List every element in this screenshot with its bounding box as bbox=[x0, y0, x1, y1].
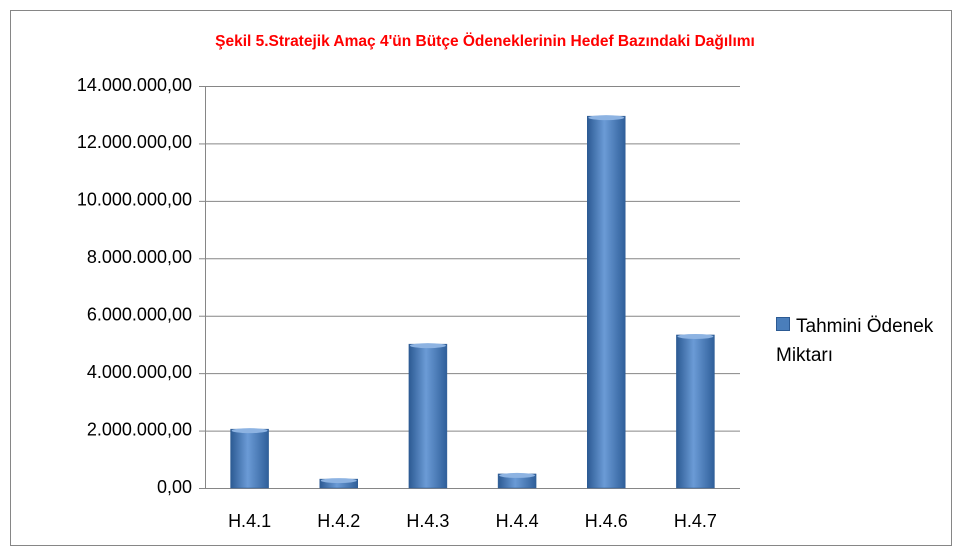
bar bbox=[230, 428, 269, 489]
y-tick-label: 4.000.000,00 bbox=[87, 362, 192, 382]
x-tick-label: H.4.1 bbox=[228, 511, 271, 531]
legend-label: Tahmini Ödenek Miktarı bbox=[776, 316, 934, 366]
legend-swatch bbox=[776, 317, 790, 331]
chart-title: Şekil 5.Stratejik Amaç 4'ün Bütçe Ödenek… bbox=[215, 33, 755, 50]
y-tick-label: 2.000.000,00 bbox=[87, 419, 192, 439]
x-tick-label: H.4.4 bbox=[496, 511, 539, 531]
y-tick-label: 10.000.000,00 bbox=[77, 190, 192, 210]
bar-cap bbox=[409, 343, 446, 349]
bar-cap bbox=[588, 115, 625, 121]
y-tick-label: 14.000.000,00 bbox=[77, 75, 192, 95]
legend: Tahmini Ödenek Miktarı bbox=[776, 312, 956, 370]
x-tick-label: H.4.7 bbox=[674, 511, 717, 531]
x-tick-label: H.4.2 bbox=[317, 511, 360, 531]
bar-cap bbox=[677, 333, 714, 339]
bar-cap bbox=[499, 472, 536, 478]
chart-border bbox=[10, 10, 952, 546]
y-tick-label: 0,00 bbox=[157, 477, 192, 497]
x-tick-label: H.4.6 bbox=[585, 511, 628, 531]
y-tick-label: 8.000.000,00 bbox=[87, 247, 192, 267]
y-tick-label: 6.000.000,00 bbox=[87, 304, 192, 324]
bar-cap bbox=[231, 428, 268, 434]
bar-cap bbox=[320, 478, 357, 484]
x-tick-label: H.4.3 bbox=[406, 511, 449, 531]
y-tick-label: 12.000.000,00 bbox=[77, 132, 192, 152]
bar bbox=[587, 115, 626, 489]
bar bbox=[408, 343, 448, 489]
bar bbox=[676, 334, 715, 489]
